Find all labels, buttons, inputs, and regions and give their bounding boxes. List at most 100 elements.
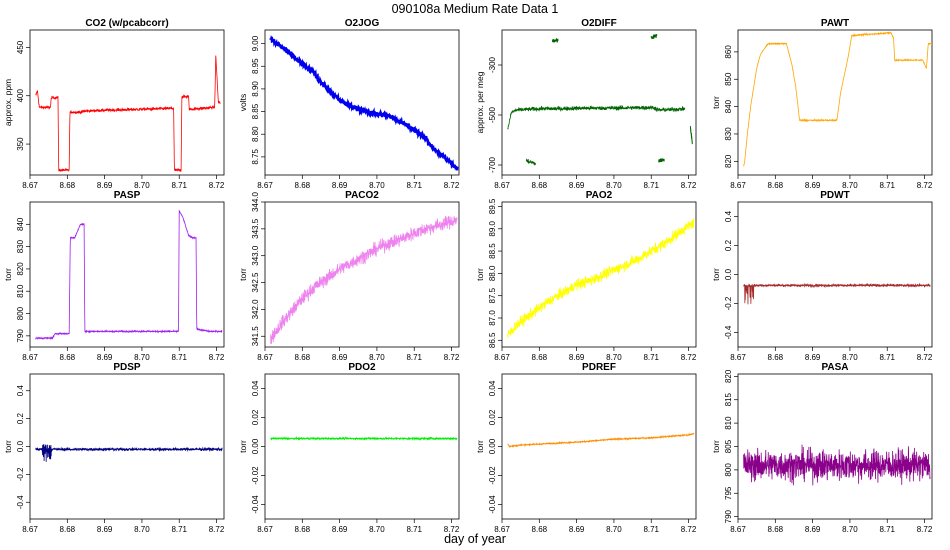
x-tick-label: 8.72 bbox=[681, 181, 697, 190]
y-tick-label: -0.4 bbox=[16, 495, 25, 509]
y-axis-label: volts bbox=[238, 94, 248, 111]
x-tick-label: 8.72 bbox=[917, 525, 933, 534]
panel-o2diff: O2DIFF 8.67 8.68 8.69 8.70 8.71 8.72 -700 -500 -3… bbox=[475, 18, 697, 190]
x-tick-label: 8.71 bbox=[879, 525, 895, 534]
y-tick-label: 0.2 bbox=[724, 239, 733, 251]
y-tick-label: 344.0 bbox=[251, 191, 260, 212]
figure-xlabel: day of year bbox=[444, 532, 506, 546]
y-axis-label: torr bbox=[711, 440, 721, 453]
panel-co2-w-pcabcorr: CO2 (w/pcabcorr) 8.67 8.68 8.69 8.70 8.71 8.72… bbox=[3, 18, 225, 190]
x-tick-label: 8.67 bbox=[494, 525, 510, 534]
plot-frame bbox=[501, 373, 697, 520]
panel-title: PASA bbox=[821, 362, 848, 373]
x-tick-label: 8.68 bbox=[768, 181, 784, 190]
series-line-1 bbox=[743, 31, 932, 167]
x-tick-label: 8.67 bbox=[257, 525, 273, 534]
x-tick-label: 8.72 bbox=[444, 181, 460, 190]
x-tick-label: 8.72 bbox=[209, 353, 225, 362]
y-tick-label: 0.04 bbox=[251, 380, 260, 396]
x-tick-label: 8.72 bbox=[917, 353, 933, 362]
y-tick-label: 450 bbox=[16, 40, 25, 54]
series-line-1 bbox=[507, 432, 695, 449]
x-tick-label: 8.69 bbox=[569, 525, 585, 534]
x-tick-label: 8.69 bbox=[97, 353, 113, 362]
y-tick-label: 0.02 bbox=[488, 409, 497, 425]
series-line-1 bbox=[743, 444, 931, 486]
x-tick-label: 8.69 bbox=[569, 181, 585, 190]
series-line-1 bbox=[270, 215, 458, 345]
series-segment bbox=[658, 158, 665, 163]
x-tick-label: 8.69 bbox=[805, 353, 821, 362]
y-tick-label: 820 bbox=[16, 262, 25, 276]
y-tick-label: 790 bbox=[16, 329, 25, 343]
y-tick-label: 840 bbox=[724, 99, 733, 113]
y-tick-label: 341.5 bbox=[251, 326, 260, 347]
x-tick-label: 8.69 bbox=[805, 181, 821, 190]
series-line-1 bbox=[507, 104, 686, 130]
y-axis-label: approx. ppm bbox=[3, 79, 13, 126]
y-tick-label: -0.02 bbox=[488, 466, 497, 485]
y-tick-label: 400 bbox=[16, 89, 25, 103]
x-tick-label: 8.70 bbox=[134, 181, 150, 190]
y-tick-label: -0.04 bbox=[251, 495, 260, 514]
x-tick-label: 8.68 bbox=[532, 353, 548, 362]
x-tick-label: 8.68 bbox=[532, 181, 548, 190]
x-tick-label: 8.68 bbox=[295, 525, 311, 534]
panel-title: PDWT bbox=[820, 190, 849, 201]
plot-frame bbox=[264, 373, 460, 520]
x-tick-label: 8.72 bbox=[681, 353, 697, 362]
plot-frame bbox=[29, 373, 225, 520]
plot-frame bbox=[264, 201, 460, 348]
series-line-1 bbox=[35, 55, 221, 173]
series-segment bbox=[650, 34, 658, 40]
x-tick-label: 8.70 bbox=[134, 525, 150, 534]
x-tick-label: 8.69 bbox=[805, 525, 821, 534]
y-tick-label: 0.02 bbox=[251, 409, 260, 425]
y-tick-label: 830 bbox=[16, 239, 25, 253]
plot-frame bbox=[29, 201, 225, 348]
y-tick-label: -0.02 bbox=[251, 466, 260, 485]
y-tick-label: 343.5 bbox=[251, 218, 260, 239]
y-tick-label: 8.85 bbox=[251, 103, 260, 119]
plot-frame bbox=[264, 29, 460, 176]
x-tick-label: 8.69 bbox=[332, 525, 348, 534]
y-tick-label: 0.04 bbox=[488, 380, 497, 396]
y-tick-label: 820 bbox=[724, 154, 733, 168]
y-tick-label: 8.90 bbox=[251, 81, 260, 97]
x-tick-label: 8.71 bbox=[171, 181, 187, 190]
panel-pdsp: PDSP 8.67 8.68 8.69 8.70 8.71 8.72 -0.4 -0.2 0.0 0… bbox=[3, 362, 225, 534]
panel-title: PAWT bbox=[821, 18, 849, 29]
y-tick-label: 0.0 bbox=[16, 440, 25, 452]
x-tick-label: 8.71 bbox=[879, 181, 895, 190]
x-tick-label: 8.70 bbox=[134, 353, 150, 362]
y-tick-label: 88.0 bbox=[488, 265, 497, 281]
y-tick-label: 86.5 bbox=[488, 332, 497, 348]
y-tick-label: 800 bbox=[16, 306, 25, 320]
y-axis-label: torr bbox=[475, 268, 485, 281]
x-tick-label: 8.68 bbox=[768, 525, 784, 534]
panel-pdo2: PDO2 8.67 8.68 8.69 8.70 8.71 8.72 -0.04 -0.02 0.… bbox=[238, 362, 460, 534]
y-tick-label: 8.80 bbox=[251, 126, 260, 142]
x-tick-label: 8.72 bbox=[681, 525, 697, 534]
panel-o2jog: O2JOG 8.67 8.68 8.69 8.70 8.71 8.72 8.75 8.80 8.8… bbox=[238, 18, 460, 190]
x-tick-label: 8.67 bbox=[22, 525, 38, 534]
y-tick-label: -0.2 bbox=[724, 296, 733, 310]
panel-title: PAO2 bbox=[586, 190, 613, 201]
x-tick-label: 8.67 bbox=[257, 353, 273, 362]
x-tick-label: 8.68 bbox=[295, 353, 311, 362]
y-tick-label: 350 bbox=[16, 137, 25, 151]
y-tick-label: 343.0 bbox=[251, 245, 260, 266]
panel-pdwt: PDWT 8.67 8.68 8.69 8.70 8.71 8.72 -0.4 -0.2 0.0 0… bbox=[711, 190, 933, 362]
y-tick-label: -0.2 bbox=[16, 467, 25, 481]
y-tick-label: 87.0 bbox=[488, 310, 497, 326]
x-tick-label: 8.68 bbox=[295, 181, 311, 190]
x-tick-label: 8.67 bbox=[22, 353, 38, 362]
y-tick-label: 805 bbox=[724, 439, 733, 453]
x-tick-label: 8.72 bbox=[209, 181, 225, 190]
panel-pao2: PAO2 8.67 8.68 8.69 8.70 8.71 8.72 86.5 87.0 87.5… bbox=[475, 190, 697, 362]
y-tick-label: 9.00 bbox=[251, 35, 260, 51]
x-tick-label: 8.71 bbox=[406, 525, 422, 534]
y-tick-label: 815 bbox=[724, 393, 733, 407]
y-axis-label: approx. per meg bbox=[475, 71, 485, 133]
plot-frame bbox=[501, 201, 697, 348]
